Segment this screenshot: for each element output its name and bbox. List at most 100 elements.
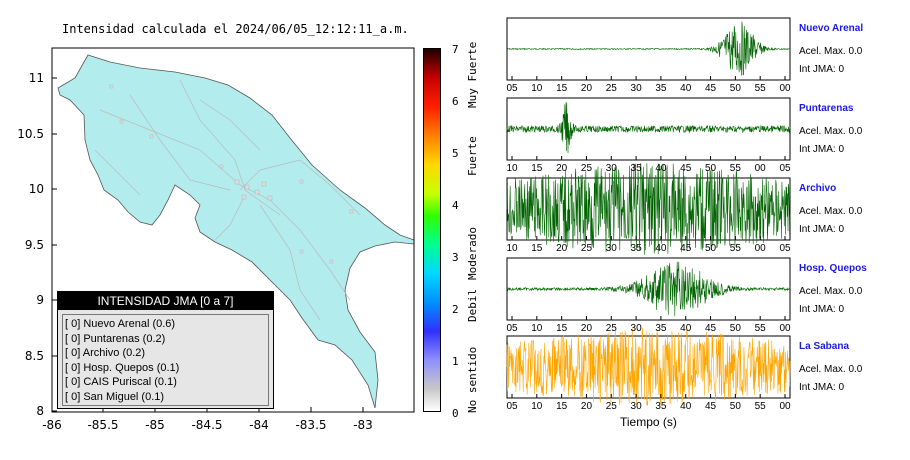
station-accel: Acel. Max. 0.0 — [799, 364, 863, 375]
waveform-trace — [506, 101, 791, 154]
map-x-tick: -85.5 — [87, 418, 119, 432]
waveform-tick: 35 — [655, 83, 667, 94]
waveform-tick: 35 — [655, 401, 667, 412]
waveform-tick: 45 — [704, 323, 717, 334]
map-x-tick: -86 — [42, 418, 62, 432]
waveform-tick: 05 — [506, 323, 518, 334]
intensity-colorbar — [423, 48, 441, 412]
waveform-tick: 20 — [580, 401, 593, 412]
colorbar-tick: 0 — [452, 407, 459, 420]
waveform-tick: 10 — [506, 163, 518, 174]
legend-item: [ 0] Nuevo Arenal (0.6) — [65, 318, 176, 330]
map-y-tick: 8 — [36, 404, 44, 418]
intensity-legend: INTENSIDAD JMA [0 a 7] [ 0] Nuevo Arenal… — [57, 291, 274, 409]
map-x-tick: -85 — [145, 418, 165, 432]
waveform-tick: 00 — [754, 163, 766, 174]
waveform-tick: 35 — [630, 243, 642, 254]
station-jma: Int JMA: 0 — [799, 224, 845, 235]
waveform-tick: 00 — [754, 243, 766, 254]
station-jma: Int JMA: 0 — [799, 144, 845, 155]
waveform-tick: 30 — [630, 83, 642, 94]
waveform-tick: 00 — [779, 83, 791, 94]
waveform-tick: 30 — [605, 163, 617, 174]
waveform-trace — [506, 163, 791, 255]
waveform-tick: 05 — [779, 243, 791, 254]
waveform-tick: 50 — [704, 243, 717, 254]
waveform-tick: 20 — [580, 323, 593, 334]
map-x-tick: -83 — [353, 418, 373, 432]
map-y-tick: 8.5 — [24, 349, 44, 363]
colorbar-tick: 6 — [452, 95, 459, 108]
waveform-tick: 30 — [605, 243, 617, 254]
waveform-tick: 55 — [754, 83, 766, 94]
costa-rica-landmass — [57, 54, 414, 409]
waveform-tick: 10 — [531, 323, 543, 334]
waveform-tick: 40 — [680, 323, 692, 334]
legend-title: INTENSIDAD JMA [0 a 7] — [58, 292, 273, 310]
waveform-tick: 15 — [556, 83, 568, 94]
map-y-tick: 9.5 — [24, 238, 44, 252]
map-svg — [51, 47, 415, 413]
station-name: Puntarenas — [799, 103, 854, 114]
legend-list: [ 0] Nuevo Arenal (0.6) [ 0] Puntarenas … — [62, 314, 269, 406]
waveform-trace — [506, 261, 791, 317]
waveform-tick: 10 — [531, 401, 543, 412]
map-y-tick: 11 — [28, 71, 44, 85]
waveform-tick: 45 — [680, 163, 692, 174]
legend-item: [ 0] Hosp. Quepos (0.1) — [65, 361, 180, 374]
waveform-tick: 20 — [556, 243, 568, 254]
station-jma: Int JMA: 0 — [799, 304, 845, 315]
legend-item: [ 0] San Miguel (0.1) — [65, 390, 165, 403]
map-x-tick: -84.5 — [191, 418, 223, 432]
waveform-tick: 15 — [531, 163, 543, 174]
legend-item: [ 0] Archivo (0.2) — [65, 347, 146, 359]
station-jma: Int JMA: 0 — [799, 382, 845, 393]
waveform-tick: 35 — [655, 323, 667, 334]
station-name: Hosp. Quepos — [799, 263, 867, 274]
colorbar-tick: 2 — [452, 303, 459, 316]
waveform-tick: 40 — [655, 163, 667, 174]
station-accel: Acel. Max. 0.0 — [799, 286, 863, 297]
waveform-tick: 45 — [704, 83, 717, 94]
waveform-tick: 05 — [506, 83, 518, 94]
station-name: Nuevo Arenal — [799, 23, 864, 34]
waveform-tick: 25 — [605, 323, 617, 334]
waveform-tick: 45 — [704, 401, 717, 412]
waveform-tick: 25 — [605, 401, 617, 412]
colorbar-tick: 3 — [452, 251, 459, 264]
city-markers — [109, 84, 354, 264]
station-jma: Int JMA: 0 — [799, 64, 845, 75]
waveform-tick: 40 — [680, 401, 692, 412]
waveform-tick: 55 — [729, 243, 741, 254]
map-title: Intensidad calculada el 2024/06/05_12:12… — [62, 22, 409, 36]
waveform-tick: 40 — [680, 83, 692, 94]
station-accel: Acel. Max. 0.0 — [799, 46, 863, 57]
waveform-tick: 30 — [630, 323, 642, 334]
waveform-tick: 50 — [729, 83, 741, 94]
x-axis-label: Tiempo (s) — [620, 415, 677, 429]
waveform-tick: 15 — [556, 323, 568, 334]
station-accel: Acel. Max. 0.0 — [799, 206, 863, 217]
waveform-tick: 30 — [630, 401, 642, 412]
colorbar-tick: 4 — [452, 199, 459, 212]
waveform-tick: 00 — [779, 401, 791, 412]
waveform-tick: 10 — [506, 243, 518, 254]
waveform-tick: 50 — [729, 323, 741, 334]
waveform-trace — [506, 327, 791, 406]
legend-item: [ 0] Puntarenas (0.2) — [65, 332, 166, 345]
waveform-tick: 15 — [531, 243, 543, 254]
map-y-tick: 10 — [28, 182, 44, 196]
map-x-tick: -84 — [249, 418, 269, 432]
waveform-tick: 50 — [704, 163, 717, 174]
colorbar-tick: 7 — [452, 43, 459, 56]
waveform-trace — [506, 21, 791, 76]
waveform-tick: 20 — [556, 163, 568, 174]
map-y-tick: 10.5 — [17, 127, 44, 141]
waveform-tick: 40 — [655, 243, 667, 254]
waveform-tick: 55 — [729, 163, 741, 174]
waveform-tick: 10 — [531, 83, 543, 94]
waveform-tick: 00 — [779, 323, 791, 334]
station-name: La Sabana — [799, 341, 850, 352]
station-accel: Acel. Max. 0.0 — [799, 126, 863, 137]
waveform-tick: 25 — [605, 83, 617, 94]
